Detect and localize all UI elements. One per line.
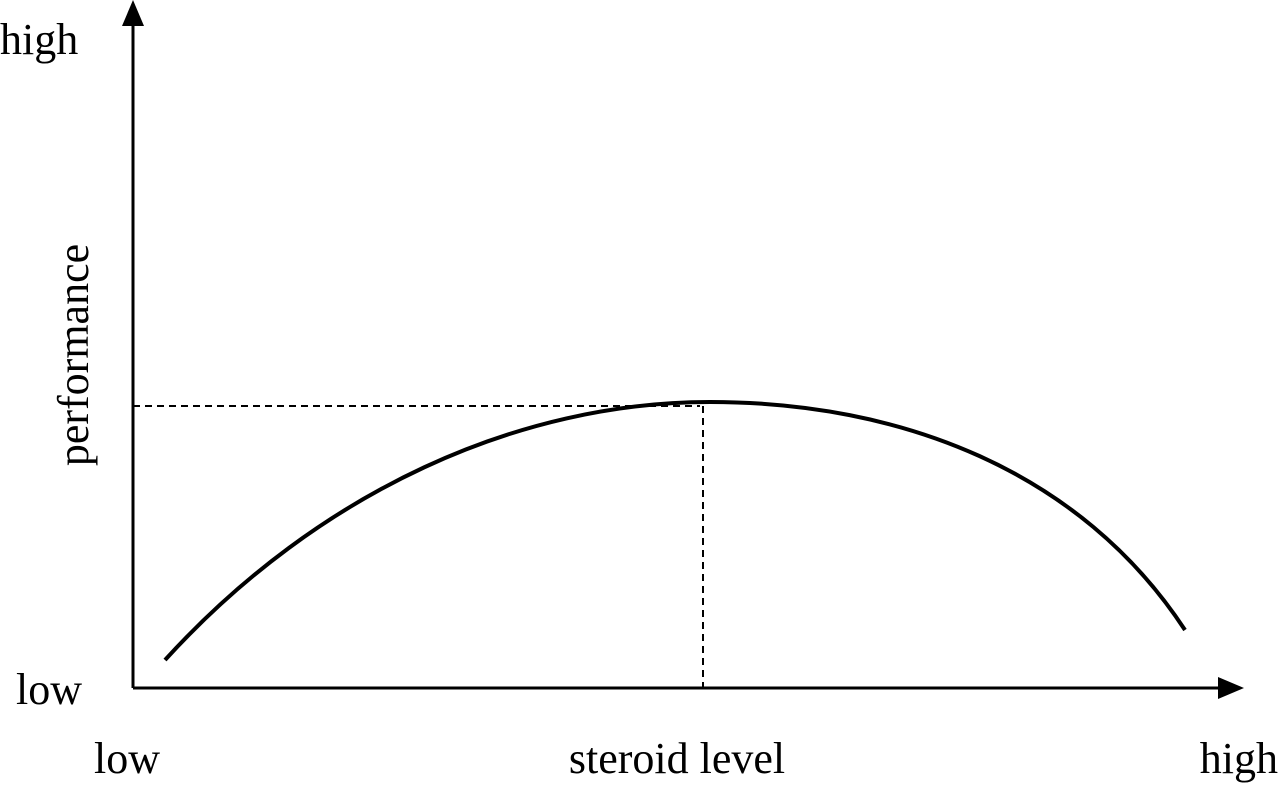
inverted-u-curve bbox=[163, 399, 1187, 662]
x-low-label: low bbox=[94, 734, 160, 783]
y-axis-label: performance bbox=[49, 244, 98, 466]
x-high-label: high bbox=[1200, 734, 1278, 783]
x-axis-arrow bbox=[1218, 677, 1244, 699]
y-axis-arrow bbox=[122, 0, 144, 26]
x-axis-label: steroid level bbox=[569, 734, 785, 783]
y-low-label: low bbox=[16, 665, 82, 714]
y-high-label: high bbox=[0, 15, 78, 64]
